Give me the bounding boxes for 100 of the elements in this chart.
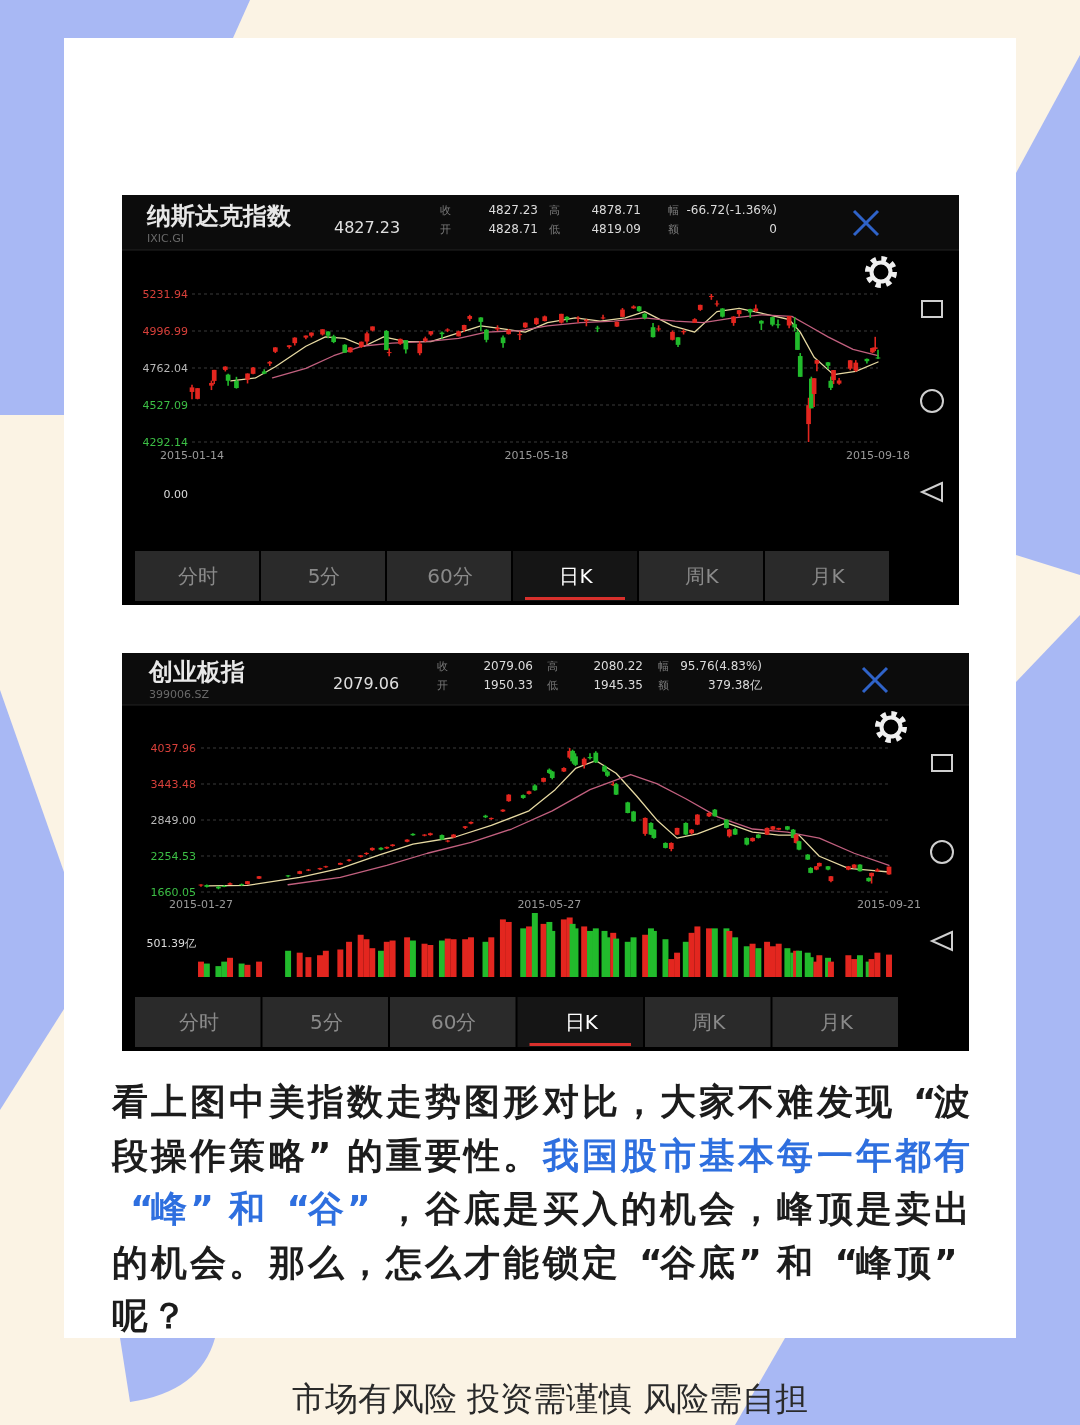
chart-title: 创业板指 (148, 658, 245, 686)
bar (711, 928, 718, 977)
bar (337, 949, 344, 977)
text: 周K (692, 1010, 727, 1034)
line-series (287, 773, 890, 886)
y-tick-label: 2254.53 (150, 850, 196, 863)
text: 收 (437, 660, 448, 673)
x-tick-label: 2015-01-27 (169, 898, 233, 911)
text: 低 (549, 223, 560, 236)
y-tick-label: 4527.09 (142, 399, 188, 412)
x-tick-label: 2015-01-14 (160, 449, 224, 462)
y-tick-label: 4762.04 (142, 362, 188, 375)
text: 低 (547, 679, 558, 692)
text: 的机会。那么，怎么才能锁定“谷底”和“峰顶” (112, 1241, 958, 1283)
bar (642, 934, 649, 977)
text: 月K (819, 1010, 854, 1034)
bar (378, 950, 384, 977)
bar (198, 961, 204, 977)
candlestick (261, 368, 267, 375)
x-tick-label: 2015-09-21 (857, 898, 921, 911)
x-tick-label: 2015-09-18 (846, 449, 910, 462)
bar (520, 928, 527, 977)
text: 额 (668, 223, 679, 236)
y-tick-label: 1660.05 (150, 886, 196, 899)
bar (305, 957, 312, 977)
bar (296, 952, 303, 977)
bar (784, 948, 791, 977)
text: 分时 (178, 564, 218, 588)
text: 周K (685, 564, 720, 588)
text: 高 (549, 204, 560, 217)
x-tick-label: 2015-05-27 (517, 898, 582, 911)
text: 4819.09 (591, 222, 641, 236)
text: 4827.23 (488, 203, 538, 217)
bar (227, 957, 234, 977)
y-tick-label: 5231.94 (142, 288, 188, 301)
bar (613, 938, 620, 977)
text: “峰”和“谷” (130, 1188, 371, 1229)
text: 高 (547, 660, 558, 673)
chart-subtitle: IXIC.GI (147, 232, 184, 245)
text: 看上图中美指数走势图形对比，大家不难发现“波 (111, 1081, 970, 1122)
text: 4878.71 (591, 203, 641, 217)
bar (346, 941, 353, 977)
text: 市场有风险 投资需谨慎 风险需自担 (292, 1379, 808, 1418)
text: 幅 (668, 204, 679, 217)
y-tick-label: 4037.96 (150, 742, 196, 755)
line-series (206, 759, 890, 887)
text: 4828.71 (488, 222, 538, 236)
text: 收 (440, 204, 451, 217)
bar (743, 946, 750, 977)
bar (662, 939, 669, 977)
bar (488, 937, 495, 977)
text: 1950.33 (483, 678, 533, 692)
bar (581, 926, 588, 977)
text: 日K (559, 564, 594, 588)
text: 501.39亿 (146, 937, 196, 950)
text: 95.76(4.83%) (680, 659, 762, 673)
text: 月K (811, 564, 846, 588)
bar (755, 948, 762, 977)
text: 60分 (427, 564, 473, 588)
text: 幅 (658, 660, 669, 673)
text: 60分 (431, 1010, 477, 1034)
text: 2079.06 (483, 659, 533, 673)
text: 0 (769, 222, 777, 236)
bar (856, 955, 863, 977)
bar (886, 954, 892, 977)
text: 开 (440, 223, 451, 236)
y-tick-label: 2849.00 (150, 814, 196, 827)
y-tick-label: 4292.14 (142, 436, 188, 449)
bar (256, 961, 263, 977)
text: 1945.35 (593, 678, 643, 692)
y-tick-label: 3443.48 (150, 778, 196, 791)
bar (285, 950, 292, 977)
bar (706, 928, 712, 977)
text: 日K (564, 1010, 599, 1034)
x-tick-label: 2015-05-18 (504, 449, 569, 462)
chart-title: 纳斯达克指数 (146, 202, 292, 230)
bar (404, 937, 411, 977)
text: 2079.06 (333, 674, 400, 693)
bar (816, 955, 823, 977)
text: 分时 (178, 1010, 219, 1034)
y-tick-label: 4996.99 (142, 325, 188, 338)
bar (732, 937, 739, 977)
text: 0.00 (163, 488, 188, 501)
bar (682, 941, 689, 977)
text: 呢？ (112, 1295, 187, 1336)
chart-subtitle: 399006.SZ (149, 688, 210, 701)
text: ，谷底是买入的机会，峰顶是卖出 (386, 1188, 970, 1229)
text: 2080.22 (593, 659, 643, 673)
bar (244, 964, 251, 977)
text: -66.72(-1.36%) (686, 203, 777, 217)
text: 5分 (309, 1010, 343, 1034)
text: 额 (658, 679, 669, 692)
text: 开 (437, 679, 448, 692)
bar (572, 928, 579, 977)
text: 我国股市基本每一年都有 (541, 1134, 970, 1176)
bar (409, 940, 416, 977)
text: 段操作策略”的重要性。 (111, 1134, 540, 1176)
text: 379.38亿 (708, 678, 762, 692)
bar (827, 961, 834, 977)
line-series (271, 314, 879, 379)
